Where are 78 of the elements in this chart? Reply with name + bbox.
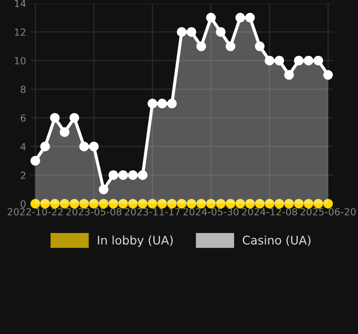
point xyxy=(235,198,246,209)
x-tick-label: 2024-12-08 xyxy=(242,208,298,216)
x-tick-label: 2024-05-30 xyxy=(183,208,239,216)
point xyxy=(148,98,158,108)
point xyxy=(40,198,50,209)
point xyxy=(128,170,138,180)
point xyxy=(313,56,324,66)
point xyxy=(50,198,60,209)
point xyxy=(226,41,236,52)
y-tick-label: 10 xyxy=(14,57,26,64)
point xyxy=(264,198,274,209)
point xyxy=(40,142,50,152)
y-tick-label: 2 xyxy=(20,172,26,179)
point xyxy=(245,12,255,23)
point xyxy=(118,170,128,180)
point xyxy=(254,41,265,52)
legend-label: Casino (UA) xyxy=(242,235,310,246)
point xyxy=(108,198,118,209)
point xyxy=(98,198,108,209)
point xyxy=(254,198,265,209)
point xyxy=(304,56,314,66)
point xyxy=(323,198,333,209)
point xyxy=(118,198,128,209)
y-tick-label: 8 xyxy=(20,86,26,94)
point xyxy=(264,56,274,66)
point xyxy=(323,70,333,80)
point xyxy=(294,198,304,209)
y-tick-label: 4 xyxy=(20,143,26,150)
point xyxy=(284,198,294,209)
point xyxy=(206,12,216,23)
point xyxy=(176,27,187,37)
point xyxy=(138,170,148,180)
y-tick-label: 12 xyxy=(14,28,26,36)
x-tick-label: 2022-10-22 xyxy=(8,208,63,216)
point xyxy=(157,98,168,108)
point xyxy=(79,142,89,152)
point xyxy=(157,198,168,209)
point xyxy=(274,56,284,66)
point xyxy=(167,98,177,108)
point xyxy=(50,112,60,123)
point xyxy=(284,70,294,80)
point xyxy=(98,184,108,194)
point xyxy=(235,12,246,23)
x-tick-label: 2023-05-08 xyxy=(66,208,122,216)
point xyxy=(60,198,70,209)
point xyxy=(313,198,324,209)
point xyxy=(274,198,284,209)
point xyxy=(30,198,40,209)
point xyxy=(69,198,80,209)
point xyxy=(128,198,138,209)
point xyxy=(186,27,196,37)
point xyxy=(294,56,304,66)
point xyxy=(167,198,177,209)
point xyxy=(30,156,40,166)
point xyxy=(196,198,206,209)
point xyxy=(226,198,236,209)
point xyxy=(148,198,158,209)
y-tick-label: 6 xyxy=(20,114,26,122)
y-tick-label: 14 xyxy=(14,0,26,8)
point xyxy=(304,198,314,209)
legend-label: In lobby (UA) xyxy=(98,235,173,247)
point xyxy=(108,170,118,180)
point xyxy=(79,198,89,209)
point xyxy=(89,142,99,152)
x-tick-label: 2023-11-17 xyxy=(124,208,180,216)
point xyxy=(89,198,99,209)
point xyxy=(216,27,226,37)
point xyxy=(69,112,80,123)
point xyxy=(196,41,206,52)
y-tick-label: 0 xyxy=(20,200,26,208)
point xyxy=(216,198,226,209)
point xyxy=(60,127,70,138)
point xyxy=(176,198,187,209)
point xyxy=(138,198,148,209)
x-tick-label: 2025-06-20 xyxy=(300,208,356,216)
point xyxy=(206,198,216,209)
point xyxy=(186,198,196,209)
point xyxy=(245,198,255,209)
